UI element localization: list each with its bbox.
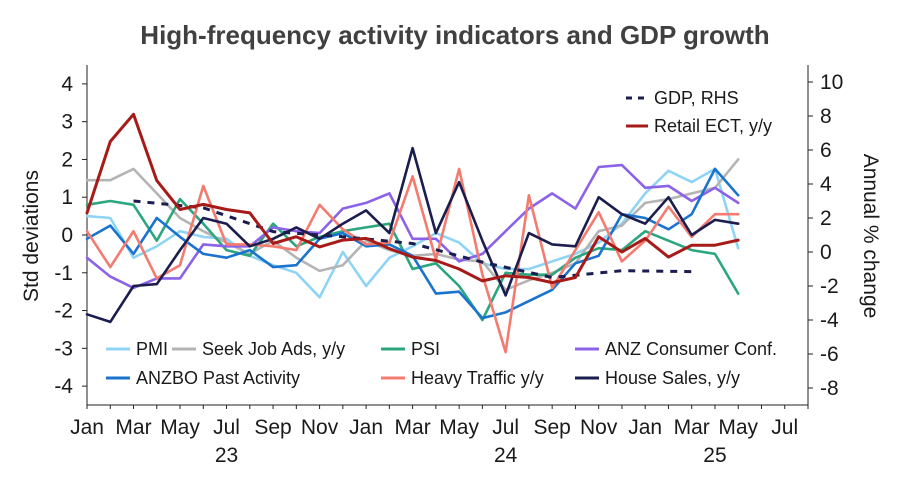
x-tick-label: Jul — [771, 416, 798, 439]
y-tick-right-label: -2 — [820, 275, 839, 298]
x-tick-label: Mar — [115, 416, 151, 439]
x-tick-label: Nov — [580, 416, 618, 439]
x-tick-label: Mar — [395, 416, 431, 439]
series-line-house-sales-y-y — [85, 146, 740, 324]
legend-label: House Sales, y/y — [605, 368, 740, 388]
y-tick-left-label: 4 — [61, 73, 73, 96]
y-tick-left-label: 3 — [61, 111, 73, 134]
x-tick-label: May — [160, 416, 200, 439]
x-tick-label: Jul — [492, 416, 519, 439]
x-tick-label: Sep — [254, 416, 291, 439]
series-line-pmi — [85, 167, 740, 299]
y-tick-right-label: 6 — [820, 139, 832, 162]
legend-label: PSI — [411, 339, 440, 359]
x-year-label: 23 — [215, 444, 238, 467]
legend-label: ANZ Consumer Conf. — [605, 339, 777, 359]
series-line-heavy-traffic-y-y — [85, 167, 740, 354]
legend-label: Retail ECT, y/y — [654, 116, 772, 136]
x-tick-label: Nov — [301, 416, 339, 439]
x-year-label: 24 — [494, 444, 518, 467]
y-tick-left-label: 0 — [61, 224, 73, 247]
x-tick-label: Sep — [533, 416, 570, 439]
x-year-label: 25 — [703, 444, 726, 467]
x-tick-label: May — [439, 416, 479, 439]
y-tick-left-label: -4 — [54, 375, 73, 398]
y-tick-right-label: 8 — [820, 105, 832, 128]
y-tick-right-label: 0 — [820, 241, 832, 264]
y-tick-right-label: -8 — [820, 377, 839, 400]
y-axis-label-right: Annual % change — [859, 154, 882, 319]
x-tick-label: May — [718, 416, 758, 439]
y-tick-right-label: -6 — [820, 343, 839, 366]
y-tick-left-label: 1 — [61, 186, 73, 209]
x-tick-label: Jan — [628, 416, 662, 439]
y-tick-left-label: -3 — [54, 337, 73, 360]
y-tick-right-label: 4 — [820, 173, 832, 196]
y-tick-right-label: -4 — [820, 309, 839, 332]
y-tick-left-label: 2 — [61, 148, 73, 171]
legend-label: ANZBO Past Activity — [136, 368, 300, 388]
y-tick-right-label: 10 — [820, 71, 843, 94]
y-tick-left-label: -2 — [54, 300, 73, 323]
legend-label: PMI — [136, 339, 168, 359]
y-tick-right-label: 2 — [820, 207, 832, 230]
legend-label: Heavy Traffic y/y — [411, 368, 544, 388]
x-tick-label: Jan — [349, 416, 383, 439]
x-tick-label: Jan — [70, 416, 104, 439]
series-line-retail-ect-y-y — [85, 112, 740, 285]
series-line-anz-consumer-conf — [85, 163, 740, 290]
x-tick-label: Jul — [213, 416, 240, 439]
chart-title: High-frequency activity indicators and G… — [140, 20, 769, 50]
legend-label: Seek Job Ads, y/y — [202, 339, 345, 359]
x-tick-label: Mar — [674, 416, 710, 439]
series-line-gdp-rhs — [133, 199, 692, 279]
y-tick-left-label: -1 — [54, 262, 73, 285]
y-axis-label-left: Std deviations — [20, 170, 43, 302]
legend-label: GDP, RHS — [654, 88, 739, 108]
